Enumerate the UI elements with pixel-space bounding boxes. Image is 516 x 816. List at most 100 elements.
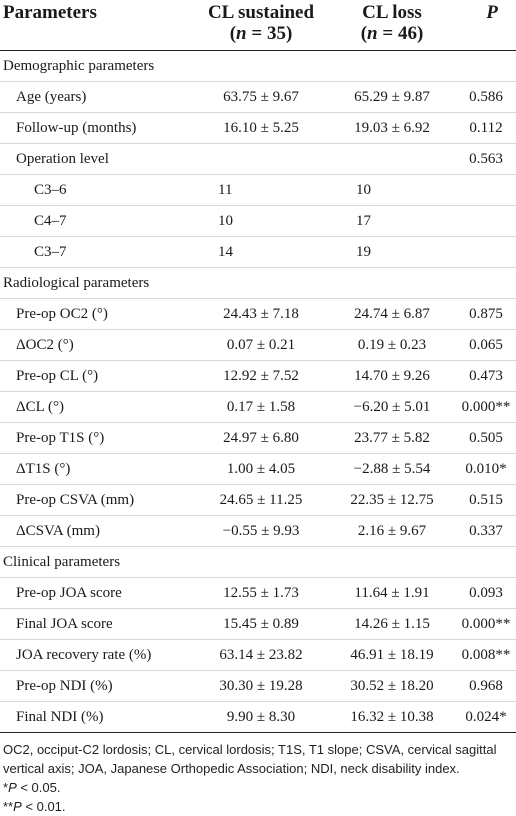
row-label: Pre-op T1S (°) xyxy=(16,430,105,446)
footnote-2-rest: < 0.01. xyxy=(21,799,66,814)
header-p: P xyxy=(486,2,498,23)
table-row: Demographic parameters xyxy=(0,51,516,82)
row-label: ΔCSVA (mm) xyxy=(16,523,100,539)
row-p-value: 0.093 xyxy=(469,585,503,601)
table-row: ΔCSVA (mm) −0.55 ± 9.93 2.16 ± 9.67 0.337 xyxy=(0,516,516,547)
row-cl-sustained: 0.17 ± 1.58 xyxy=(226,399,296,415)
table-row: Follow-up (months) 16.10 ± 5.25 19.03 ± 6.… xyxy=(0,113,516,144)
row-p-value: 0.024* xyxy=(465,709,507,725)
table-row: C3–7 14 19 xyxy=(0,237,516,268)
row-cl-sustained: 24.97 ± 6.80 xyxy=(223,430,299,446)
row-p-value: 0.586 xyxy=(469,89,503,105)
row-label: Pre-op OC2 (°) xyxy=(16,306,108,322)
row-cl-loss: 19.03 ± 6.92 xyxy=(354,120,430,136)
row-cl-sustained: 15.45 ± 0.89 xyxy=(223,616,299,632)
row-p-value: 0.515 xyxy=(469,492,503,508)
comparison-table: Parameters CL sustained (n = 35) CL loss… xyxy=(0,2,516,733)
row-cl-sustained: 30.30 ± 19.28 xyxy=(219,678,303,694)
table-row: ΔCL (°) 0.17 ± 1.58 −6.20 ± 5.01 0.000** xyxy=(0,392,516,423)
row-cl-loss: 19 xyxy=(356,244,371,260)
row-cl-loss: 10 xyxy=(356,182,371,198)
row-p-value: 0.337 xyxy=(469,523,503,539)
header-cl-loss-n: (n = 46) xyxy=(360,23,424,44)
row-cl-sustained: 14 xyxy=(218,244,233,260)
table-row: Final NDI (%) 9.90 ± 8.30 16.32 ± 10.38 0.0… xyxy=(0,702,516,733)
row-label: Pre-op JOA score xyxy=(16,585,122,601)
table-row: Age (years) 63.75 ± 9.67 65.29 ± 9.87 0.586 xyxy=(0,82,516,113)
row-p-value: 0.473 xyxy=(469,368,503,384)
row-cl-sustained: 10 xyxy=(218,213,233,229)
table-row: ΔT1S (°) 1.00 ± 4.05 −2.88 ± 5.54 0.010* xyxy=(0,454,516,485)
header-n-symbol: n xyxy=(367,23,378,44)
row-label: Pre-op CSVA (mm) xyxy=(16,492,135,508)
row-p-value: 0.000** xyxy=(461,616,511,632)
row-cl-sustained: 11 xyxy=(218,182,233,198)
table-row: Pre-op NDI (%) 30.30 ± 19.28 30.52 ± 18.20… xyxy=(0,671,516,702)
row-label: Final JOA score xyxy=(16,616,113,632)
row-cl-loss: 46.91 ± 18.19 xyxy=(350,647,434,663)
row-label: Pre-op NDI (%) xyxy=(16,678,113,694)
row-label: ΔCL (°) xyxy=(16,399,64,415)
row-cl-sustained: 16.10 ± 5.25 xyxy=(223,120,299,136)
table-row: ΔOC2 (°) 0.07 ± 0.21 0.19 ± 0.23 0.065 xyxy=(0,330,516,361)
table-row: C4–7 10 17 xyxy=(0,206,516,237)
row-p-value: 0.065 xyxy=(469,337,503,353)
row-cl-loss: 24.74 ± 6.87 xyxy=(354,306,430,322)
row-cl-loss: 17 xyxy=(356,213,371,229)
footnote-1-p: P xyxy=(8,780,17,795)
row-cl-sustained: 12.92 ± 7.52 xyxy=(223,368,299,384)
row-p-value: 0.000** xyxy=(461,399,511,415)
row-label: ΔOC2 (°) xyxy=(16,337,74,353)
row-p-value: 0.112 xyxy=(469,120,503,136)
table-row: Pre-op CSVA (mm) 24.65 ± 11.25 22.35 ± 12.… xyxy=(0,485,516,516)
row-p-value: 0.505 xyxy=(469,430,503,446)
table-row: Operation level 0.563 xyxy=(0,144,516,175)
row-cl-sustained: 63.14 ± 23.82 xyxy=(219,647,303,663)
row-cl-sustained: 1.00 ± 4.05 xyxy=(226,461,296,477)
row-p-value: 0.008** xyxy=(461,647,511,663)
row-label: Final NDI (%) xyxy=(16,709,104,725)
row-cl-sustained: 0.07 ± 0.21 xyxy=(226,337,296,353)
row-cl-loss: 22.35 ± 12.75 xyxy=(350,492,434,508)
footnote-significance-1: *P < 0.05. xyxy=(3,778,513,797)
table-footnotes: OC2, occiput-C2 lordosis; CL, cervical l… xyxy=(3,740,513,816)
row-label: ΔT1S (°) xyxy=(16,461,71,477)
header-cl-loss-label: CL loss xyxy=(362,2,422,23)
row-label: JOA recovery rate (%) xyxy=(16,647,152,663)
row-p-value: 0.968 xyxy=(469,678,503,694)
header-parameters: Parameters xyxy=(3,2,97,23)
table-row: Pre-op T1S (°) 24.97 ± 6.80 23.77 ± 5.82 0.… xyxy=(0,423,516,454)
header-cl-sustained-label: CL sustained xyxy=(207,2,315,23)
row-cl-sustained: −0.55 ± 9.93 xyxy=(222,523,300,539)
row-cl-sustained: 24.65 ± 11.25 xyxy=(219,492,303,508)
row-p-value: 0.010* xyxy=(465,461,507,477)
row-label: C3–7 xyxy=(34,244,67,260)
table-body: Demographic parameters Age (years) 63.75 … xyxy=(0,51,516,733)
row-cl-loss: 14.70 ± 9.26 xyxy=(354,368,430,384)
row-cl-loss: 2.16 ± 9.67 xyxy=(357,523,427,539)
table-row: JOA recovery rate (%) 63.14 ± 23.82 46.91 … xyxy=(0,640,516,671)
header-n-symbol: n xyxy=(236,23,247,44)
footnote-1-rest: < 0.05. xyxy=(16,780,61,795)
row-cl-sustained: 63.75 ± 9.67 xyxy=(223,89,299,105)
row-cl-loss: −6.20 ± 5.01 xyxy=(353,399,431,415)
row-cl-loss: 23.77 ± 5.82 xyxy=(354,430,430,446)
footnote-1-prefix: * xyxy=(3,780,9,795)
table-row: Final JOA score 15.45 ± 0.89 14.26 ± 1.15 0… xyxy=(0,609,516,640)
footnote-2-p: P xyxy=(13,799,22,814)
row-cl-sustained: 12.55 ± 1.73 xyxy=(223,585,299,601)
table-row: Radiological parameters xyxy=(0,268,516,299)
footnote-2-prefix: ** xyxy=(3,799,14,814)
row-cl-loss: 16.32 ± 10.38 xyxy=(350,709,434,725)
row-cl-loss: 65.29 ± 9.87 xyxy=(354,89,430,105)
table-row: Pre-op OC2 (°) 24.43 ± 7.18 24.74 ± 6.87 0.… xyxy=(0,299,516,330)
table-row: Pre-op CL (°) 12.92 ± 7.52 14.70 ± 9.26 0.4… xyxy=(0,361,516,392)
row-label: C3–6 xyxy=(34,182,67,198)
row-p-value: 0.563 xyxy=(469,151,503,167)
row-label: Operation level xyxy=(16,151,109,167)
header-cl-sustained-n: (n = 35) xyxy=(229,23,293,44)
row-cl-sustained: 24.43 ± 7.18 xyxy=(223,306,299,322)
footnote-significance-2: **P < 0.01. xyxy=(3,797,513,816)
table-row: C3–6 11 10 xyxy=(0,175,516,206)
row-cl-loss: 30.52 ± 18.20 xyxy=(350,678,434,694)
